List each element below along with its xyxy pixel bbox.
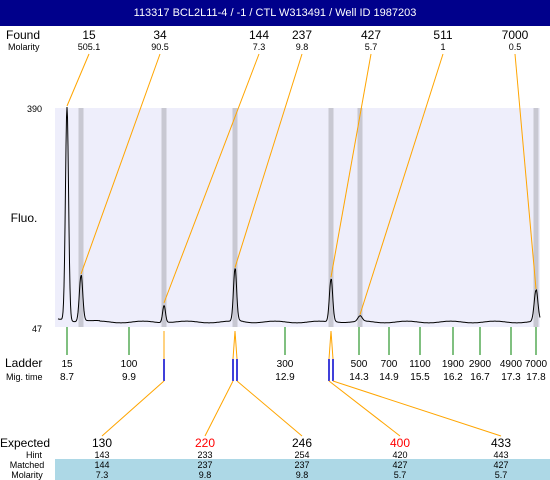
ladder-mig-time-7: 16.7 [470, 372, 490, 383]
matched-molarity-3: 5.7 [394, 470, 407, 480]
expected-value-1: 220 [195, 436, 215, 450]
ladder-size-3: 500 [351, 359, 368, 370]
y-axis-max-label: 390 [27, 104, 42, 114]
mig-time-label: Mig. time [6, 372, 43, 382]
marker-band-3 [328, 108, 334, 327]
found-peak-size-6: 7000 [502, 28, 529, 42]
ladder-size-6: 1900 [442, 359, 465, 370]
expected-callout-2 [236, 380, 303, 437]
found-peak-size-3: 237 [292, 28, 312, 42]
expected-value-3: 400 [390, 436, 410, 450]
marker-band-4 [357, 108, 363, 327]
matched-label: Matched [10, 460, 45, 470]
ladder-mig-time-5: 15.5 [410, 372, 430, 383]
plot-area [55, 108, 540, 327]
found-callout-0 [66, 53, 90, 107]
y-axis-min-label: 47 [32, 324, 42, 334]
ladder-mig-time-9: 17.8 [526, 372, 546, 383]
found-callout-4 [330, 53, 372, 278]
expected-value-0: 130 [92, 436, 112, 450]
found-peak-molarity-2: 7.3 [253, 42, 266, 52]
expected-callout-3 [328, 380, 401, 437]
marker-band-5 [533, 108, 539, 327]
marker-band-2 [232, 108, 238, 327]
ladder-size-5: 1100 [409, 359, 431, 370]
found-callout-6 [514, 53, 537, 290]
title-bar: 113317 BCL2L11-4 / -1 / CTL W313491 / We… [0, 0, 550, 26]
found-peak-molarity-4: 5.7 [365, 42, 378, 52]
table-band [55, 459, 550, 480]
molarity-label: Molarity [8, 42, 40, 52]
signal-trace [57, 106, 541, 324]
found-callout-2 [163, 53, 260, 304]
found-peak-size-4: 427 [361, 28, 381, 42]
hint-value-4: 443 [493, 450, 508, 460]
marker-band-0 [78, 108, 84, 327]
ladder-size-9: 7000 [525, 359, 548, 370]
matched-value-1: 237 [197, 460, 212, 470]
expected-callout-0 [101, 380, 165, 437]
matched-value-2: 237 [294, 460, 309, 470]
marker-link-4 [330, 330, 334, 360]
hint-value-2: 254 [294, 450, 309, 460]
found-callout-1 [80, 53, 161, 275]
expected-label: Expected [0, 436, 50, 450]
expected-value-2: 246 [292, 436, 312, 450]
found-label: Found [6, 28, 40, 42]
hint-value-3: 420 [392, 450, 407, 460]
matched-molarity-4: 5.7 [495, 470, 508, 480]
ladder-mig-time-8: 17.3 [501, 372, 521, 383]
ladder-mig-time-2: 12.9 [275, 372, 295, 383]
found-peak-molarity-0: 505.1 [78, 42, 101, 52]
marker-link-2 [234, 330, 238, 360]
matched-value-3: 427 [392, 460, 407, 470]
found-peak-size-0: 15 [82, 28, 96, 42]
found-callout-5 [359, 53, 444, 315]
marker-link-1 [232, 330, 236, 360]
expected-callout-1 [204, 380, 234, 437]
marker-band-1 [161, 108, 167, 327]
hint-value-1: 233 [197, 450, 212, 460]
found-peak-size-5: 511 [433, 28, 452, 42]
ladder-label: Ladder [5, 356, 42, 370]
y-axis-title: Fluo. [11, 211, 38, 225]
found-callout-3 [234, 53, 303, 268]
marker-link-3 [328, 330, 332, 360]
ladder-mig-time-3: 14.3 [349, 372, 369, 383]
hint-label: Hint [26, 450, 43, 460]
matched-value-4: 427 [493, 460, 508, 470]
found-peak-molarity-6: 0.5 [509, 42, 522, 52]
ladder-mig-time-6: 16.2 [443, 372, 463, 383]
expected-callout-4 [332, 380, 502, 437]
found-peak-molarity-3: 9.8 [296, 42, 309, 52]
ladder-mig-time-4: 14.9 [379, 372, 399, 383]
found-peak-molarity-1: 90.5 [151, 42, 169, 52]
molarity-bottom-label: Molarity [11, 470, 43, 480]
found-peak-molarity-5: 1 [440, 42, 445, 52]
ladder-size-7: 2900 [469, 359, 492, 370]
ladder-size-8: 4900 [500, 359, 523, 370]
found-peak-size-2: 144 [249, 28, 269, 42]
matched-value-0: 144 [94, 460, 109, 470]
found-peak-size-1: 34 [153, 28, 167, 42]
ladder-mig-time-1: 9.9 [122, 372, 136, 383]
ladder-mig-time-0: 8.7 [60, 372, 74, 383]
matched-molarity-0: 7.3 [96, 470, 109, 480]
window-title: 113317 BCL2L11-4 / -1 / CTL W313491 / We… [133, 7, 417, 19]
matched-molarity-1: 9.8 [199, 470, 212, 480]
ladder-size-2: 300 [277, 359, 294, 370]
ladder-size-0: 15 [61, 359, 73, 370]
matched-molarity-2: 9.8 [296, 470, 309, 480]
expected-value-4: 433 [491, 436, 511, 450]
hint-value-0: 143 [94, 450, 109, 460]
ladder-size-1: 100 [121, 359, 138, 370]
ladder-size-4: 700 [381, 359, 398, 370]
